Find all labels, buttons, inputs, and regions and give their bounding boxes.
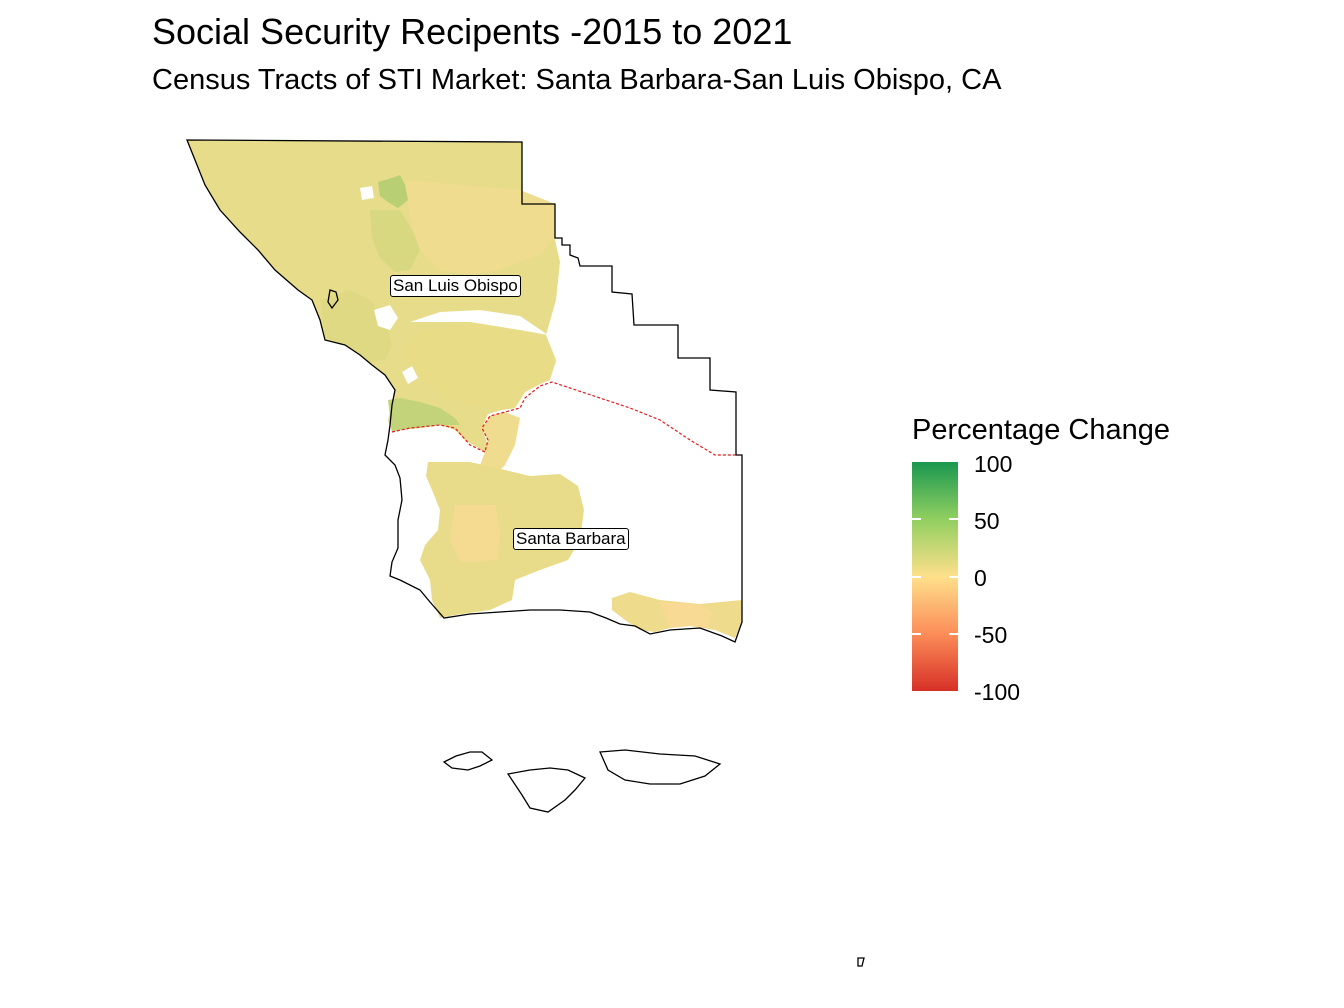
slo-tract-mid — [370, 210, 420, 272]
chart-title: Social Security Recipents -2015 to 2021 — [152, 11, 793, 52]
island-santa-rosa — [506, 767, 587, 813]
island-santa-barbara — [857, 957, 865, 967]
slo-tract-green-2 — [378, 175, 408, 208]
chart-subtitle: Census Tracts of STI Market: Santa Barba… — [152, 64, 1002, 96]
sb-south-coast-light — [660, 602, 712, 628]
sb-central-light — [450, 505, 500, 562]
legend-tick-left — [912, 518, 921, 520]
slo-no-data-valley — [410, 310, 548, 335]
morro-bay-outline — [327, 289, 339, 310]
island-san-miguel — [442, 751, 494, 771]
legend-tick-label: 100 — [974, 451, 1013, 477]
map-label-santa-barbara: Santa Barbara — [513, 528, 629, 550]
san-luis-obispo-county — [187, 140, 560, 452]
channel-islands — [442, 749, 865, 967]
slo-tract-east — [405, 322, 556, 410]
market-outline — [186, 139, 743, 643]
slo-no-data-1 — [374, 305, 398, 330]
sb-north-strip — [480, 412, 520, 470]
legend-tick-label: -100 — [974, 679, 1021, 705]
legend-tick-right — [949, 576, 958, 578]
legend-tick-left — [912, 576, 921, 578]
slo-tract-green-1 — [388, 398, 460, 432]
legend-tick-left — [912, 633, 921, 635]
island-santa-cruz — [599, 749, 722, 785]
santa-barbara-county — [420, 412, 742, 638]
slo-no-data-3 — [402, 366, 418, 384]
county-boundary-line — [391, 381, 736, 456]
legend-title: Percentage Change — [912, 414, 1170, 446]
slo-tract-coast — [320, 290, 392, 362]
legend-tick-right — [949, 633, 958, 635]
slo-tract-yellow — [405, 180, 555, 275]
legend-tick-label: 0 — [974, 565, 987, 591]
sb-central-fill — [420, 462, 584, 618]
map-label-san-luis-obispo: San Luis Obispo — [390, 275, 521, 297]
legend-tick-right — [949, 518, 958, 520]
legend-tick-label: -50 — [974, 622, 1008, 648]
legend-tick-label: 50 — [974, 508, 1000, 534]
slo-no-data-2 — [360, 186, 374, 200]
